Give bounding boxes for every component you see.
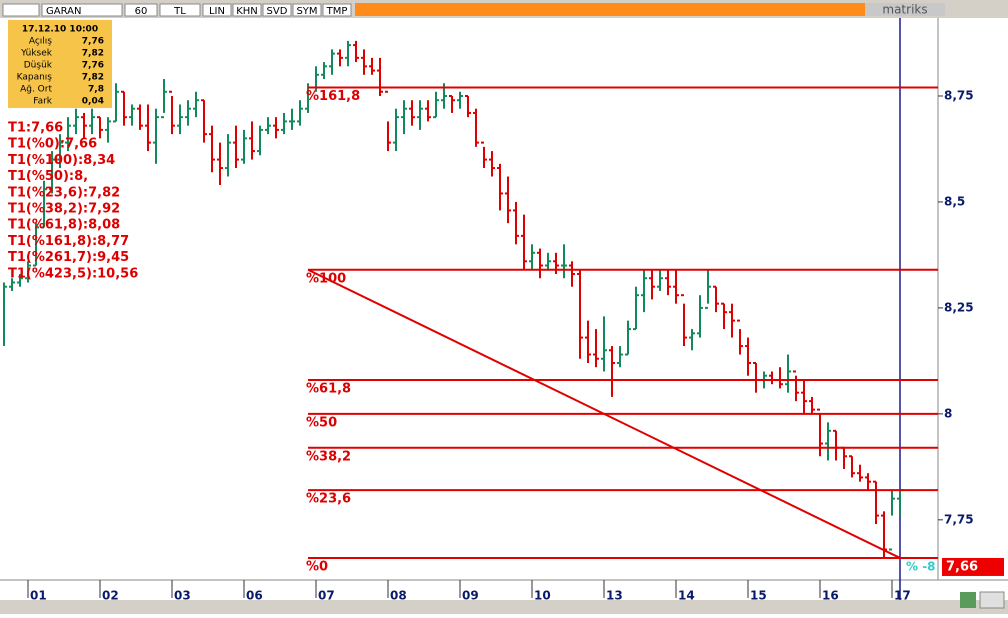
x-tick-label: 15: [750, 589, 767, 603]
toolbar-button-label: LIN: [209, 6, 225, 17]
info-value: 7,82: [82, 73, 104, 83]
info-value: 7,76: [82, 61, 104, 71]
info-label: Fark: [33, 97, 53, 107]
toolbar-button[interactable]: [232, 3, 262, 17]
refresh-button[interactable]: [960, 592, 976, 608]
x-tick-label: 07: [318, 589, 335, 603]
info-datetime: 17.12.10 10:00: [22, 25, 98, 35]
status-bar: [355, 3, 865, 16]
annotation: T1(%50):8,: [8, 169, 88, 184]
toolbar-button[interactable]: [262, 3, 292, 17]
x-tick-label: 14: [678, 589, 695, 603]
toolbar-button[interactable]: [322, 3, 352, 17]
toolbar-button-label: KHN: [236, 6, 258, 17]
annotation: T1:7,66: [8, 121, 63, 136]
info-label: Açılış: [29, 37, 52, 47]
last-price-box: [942, 557, 1004, 576]
annotation: T1(%100):8,34: [8, 153, 115, 168]
x-tick-label: 16: [822, 589, 839, 603]
toolbar-button[interactable]: [292, 3, 322, 17]
info-value: 7,82: [82, 49, 104, 59]
x-tick-label: 17: [894, 589, 911, 603]
y-tick-label: 8: [944, 406, 952, 420]
x-tick-label: 02: [102, 589, 119, 603]
annotation: T1(%161,8):8,77: [8, 234, 129, 249]
symbol-box[interactable]: [41, 3, 123, 17]
toolbar-button-label: TMP: [326, 6, 348, 17]
scrollbar[interactable]: [0, 600, 1008, 614]
annotation: T1(%61,8):8,08: [8, 218, 120, 233]
info-value: 7,76: [82, 37, 104, 47]
x-tick-label: 13: [606, 589, 623, 603]
info-label: Yüksek: [20, 49, 53, 59]
x-tick-label: 10: [534, 589, 551, 603]
brand: matriks: [882, 3, 927, 17]
info-label: Ağ. Ort: [20, 85, 52, 95]
info-box: [8, 20, 112, 108]
fib-label: %38,2: [306, 449, 351, 464]
symbol: GARAN: [46, 6, 81, 17]
brand-box: [865, 3, 945, 16]
info-label: Düşük: [24, 61, 53, 71]
last-price-label: 7,66: [946, 559, 978, 574]
annotation: T1(%38,2):7,92: [8, 202, 120, 217]
x-tick-label: 03: [174, 589, 191, 603]
trend-line: [307, 268, 901, 559]
y-tick-label: 8,75: [944, 88, 974, 102]
period-box[interactable]: [124, 3, 158, 17]
x-tick-label: 01: [30, 589, 47, 603]
info-value: 7,8: [88, 85, 104, 95]
y-tick-label: 7,75: [944, 512, 974, 526]
annotation: T1(%423,5):10,56: [8, 266, 138, 281]
annotation: T1(%23,6):7,82: [8, 185, 120, 200]
info-value: 0,04: [82, 97, 104, 107]
fib-label: %61,8: [306, 381, 351, 396]
fib-label: %23,6: [306, 492, 351, 507]
y-tick-label: 8,25: [944, 300, 974, 314]
toolbar-button-label: SYM: [296, 6, 317, 17]
cursor-text: % -8: [906, 559, 936, 573]
toolbar-icon[interactable]: [2, 3, 40, 17]
menu-button[interactable]: [979, 591, 1005, 609]
currency-box[interactable]: [159, 3, 201, 17]
info-label: Kapanış: [17, 73, 53, 83]
annotation: T1(%0):7,66: [8, 137, 97, 152]
x-tick-label: 08: [390, 589, 407, 603]
annotation: T1(%261,7):9,45: [8, 250, 129, 265]
x-tick-label: 06: [246, 589, 263, 603]
y-tick-label: 8,5: [944, 194, 965, 208]
currency: TL: [173, 6, 186, 17]
period: 60: [135, 6, 148, 17]
toolbar-button[interactable]: [202, 3, 232, 17]
fib-label: %50: [306, 415, 337, 430]
toolbar-button-label: SVD: [267, 6, 288, 17]
fib-label: %0: [306, 559, 328, 574]
fib-label: %161,8: [306, 89, 360, 104]
x-tick-label: 09: [462, 589, 479, 603]
